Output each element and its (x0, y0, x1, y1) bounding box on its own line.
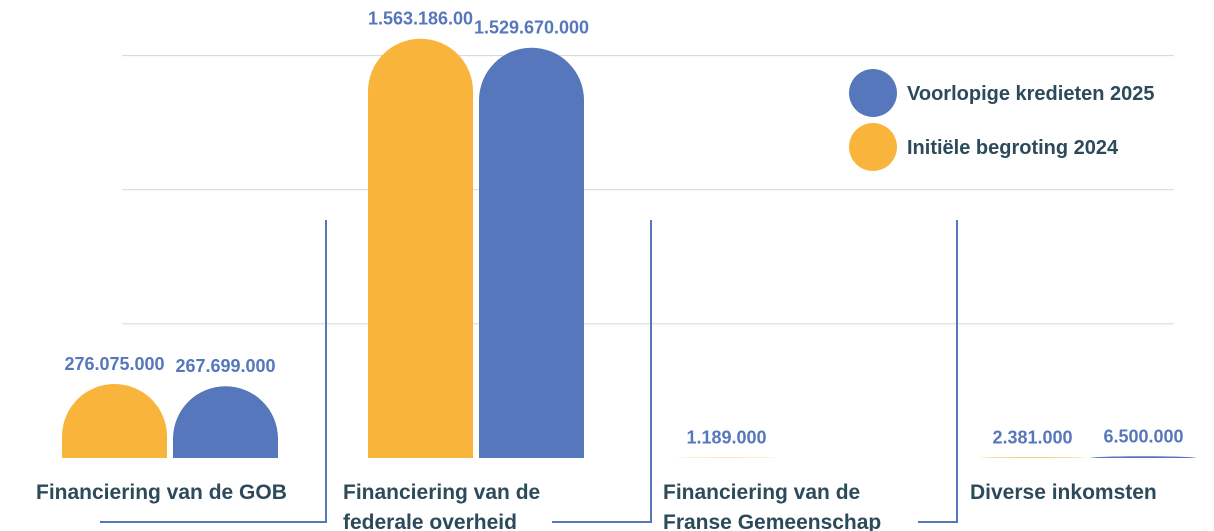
value-label: 6.500.000 (1103, 426, 1183, 446)
bar (368, 38, 474, 459)
value-label: 267.699.000 (175, 356, 275, 376)
legend-marker (849, 69, 897, 117)
category-label: Financiering van de GOB (36, 481, 287, 504)
value-label: 1.563.186.00 (368, 9, 473, 29)
bar (173, 386, 278, 458)
value-label: 276.075.000 (64, 354, 164, 374)
category-label: Diverse inkomsten (970, 481, 1157, 504)
value-label: 1.529.670.000 (474, 18, 589, 38)
value-label: 2.381.000 (992, 427, 1072, 447)
bar (479, 47, 584, 459)
category-label: Financiering van de federale overheid (343, 481, 541, 531)
bar (980, 457, 1085, 458)
legend-label: Voorlopige kredieten 2025 (907, 83, 1155, 105)
bar (62, 383, 167, 458)
value-label: 1.189.000 (686, 428, 766, 448)
label-band (0, 458, 1214, 531)
category-label: Financiering van de Franse Gemeenschap (663, 481, 882, 531)
bar (1091, 456, 1196, 458)
legend-marker (849, 123, 897, 171)
legend-label: Initiële begroting 2024 (907, 137, 1119, 159)
brackets (100, 220, 958, 523)
